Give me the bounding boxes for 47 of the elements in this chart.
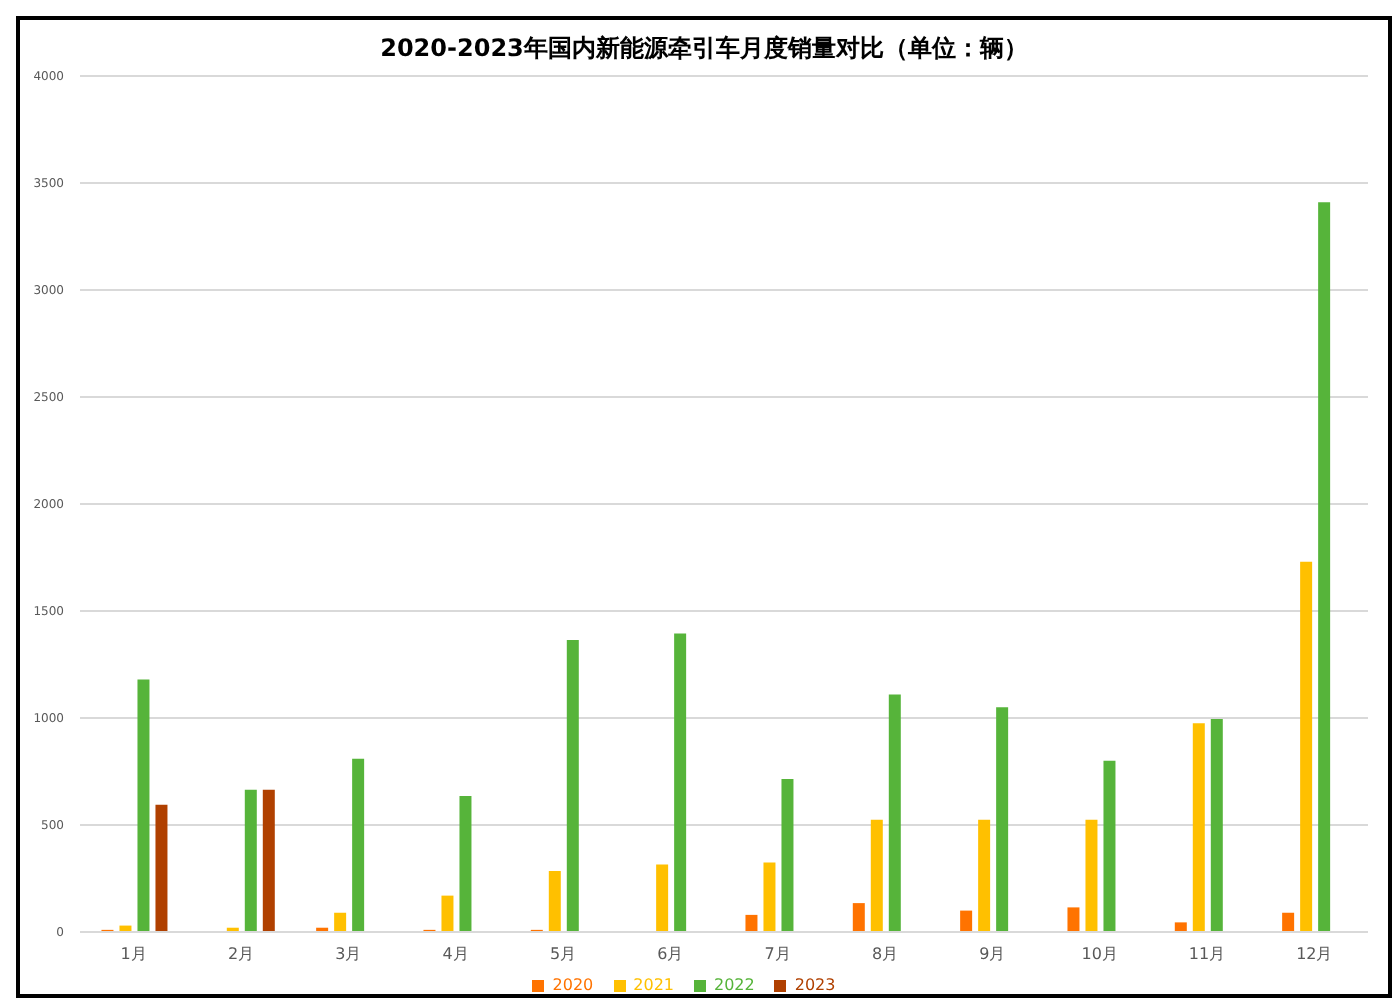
bar	[262, 789, 275, 932]
x-tick-label: 3月	[335, 945, 362, 964]
bar	[334, 912, 347, 932]
bar	[1103, 760, 1116, 932]
bar	[441, 895, 454, 932]
bar	[763, 862, 776, 932]
legend-label: 2023	[794, 976, 836, 994]
bar	[870, 819, 883, 932]
x-tick-label: 6月	[657, 945, 684, 964]
x-tick-label: 9月	[979, 945, 1006, 964]
x-tick-label: 7月	[764, 945, 791, 964]
bar	[548, 871, 561, 932]
chart-title: 2020-2023年国内新能源牵引车月度销量对比（单位：辆）	[378, 32, 1030, 66]
bar	[244, 789, 257, 932]
bar	[674, 633, 687, 932]
x-tick-label: 8月	[871, 945, 899, 964]
bar	[888, 694, 901, 932]
bar	[1067, 907, 1080, 932]
bar	[1210, 719, 1223, 932]
bar	[656, 864, 669, 932]
bar	[1174, 922, 1187, 932]
x-tick-label: 5月	[549, 945, 577, 964]
bar	[1192, 723, 1205, 932]
x-tick-label: 11月	[1188, 945, 1226, 964]
bar	[459, 796, 472, 932]
bar	[996, 707, 1009, 932]
x-tick-label: 10月	[1081, 945, 1118, 964]
bar	[566, 639, 579, 932]
bar	[155, 804, 168, 932]
bar	[960, 910, 973, 932]
legend-label: 2021	[633, 976, 674, 994]
x-tick-label: 4月	[442, 945, 469, 964]
bar	[1282, 912, 1295, 932]
bar	[781, 778, 794, 932]
legend-label: 2020	[552, 976, 594, 994]
bar	[745, 914, 758, 932]
bar	[1318, 202, 1331, 932]
bar	[1085, 819, 1098, 932]
x-tick-label: 1月	[120, 945, 147, 964]
x-tick-label: 12月	[1296, 945, 1333, 964]
bar	[852, 903, 865, 932]
bar	[352, 758, 365, 932]
bar	[137, 679, 150, 932]
x-tick-label: 2月	[227, 945, 255, 964]
legend-label: 2022	[714, 976, 755, 994]
bar	[1300, 561, 1313, 932]
bar	[978, 819, 991, 932]
